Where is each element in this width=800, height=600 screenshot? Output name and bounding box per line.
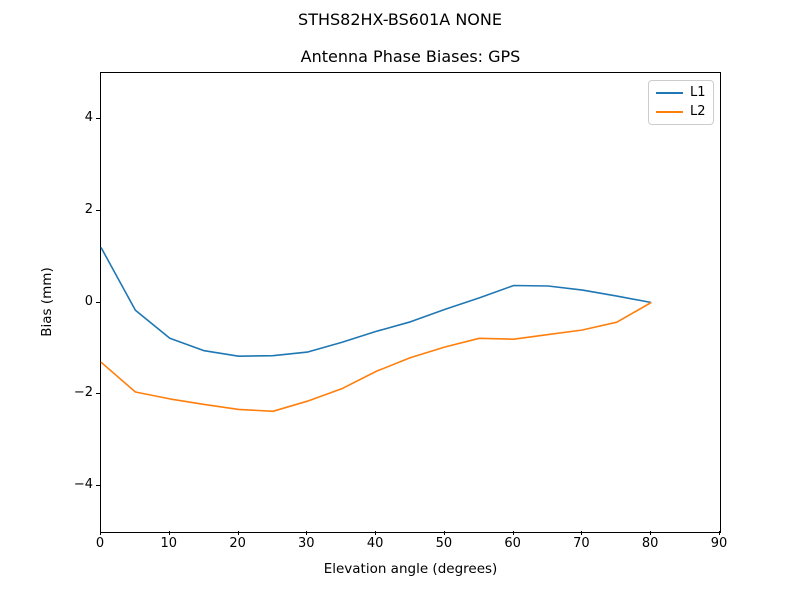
- x-tick-label: 70: [573, 536, 590, 551]
- x-tick-label: 80: [641, 536, 659, 551]
- x-tick-mark: [443, 531, 445, 535]
- x-tick-label: 60: [504, 536, 521, 551]
- x-tick-label: 50: [435, 536, 453, 551]
- series-line-l2: [100, 301, 652, 413]
- y-tick-mark: [96, 301, 100, 303]
- y-tick-label: 4: [84, 109, 93, 125]
- x-tick-mark: [650, 531, 652, 535]
- series-line-l1: [100, 247, 652, 358]
- x-tick-mark: [512, 531, 514, 535]
- x-tick-label: 30: [298, 536, 315, 551]
- x-tick-label: 90: [710, 536, 728, 551]
- legend-item-l1: L1: [656, 85, 706, 100]
- plot-area: [100, 72, 721, 533]
- x-tick-mark: [306, 531, 308, 535]
- y-tick-label: −2: [73, 385, 93, 401]
- y-tick-mark: [96, 393, 100, 395]
- y-tick-label: −4: [73, 477, 93, 493]
- x-tick-mark: [100, 531, 101, 535]
- x-tick-mark: [719, 531, 720, 535]
- y-tick-mark: [96, 117, 100, 119]
- x-tick-mark: [375, 531, 377, 535]
- x-tick-label: 0: [95, 536, 105, 551]
- legend-item-l2: L2: [656, 104, 706, 119]
- y-tick-mark: [96, 209, 100, 211]
- x-tick-label: 40: [366, 536, 384, 551]
- l2-line-swatch: [656, 111, 683, 113]
- y-tick-mark: [96, 485, 100, 487]
- y-tick-label: 0: [84, 293, 93, 309]
- l1-line-swatch: [656, 92, 683, 94]
- x-tick-mark: [581, 531, 583, 535]
- figure-suptitle: STHS82HX-BS601A NONE: [298, 10, 502, 29]
- legend-label-l2: L2: [690, 104, 706, 119]
- chart-title: Antenna Phase Biases: GPS: [300, 47, 521, 66]
- x-tick-label: 20: [229, 536, 246, 551]
- x-axis-label: Elevation angle (degrees): [323, 561, 498, 577]
- legend-label-l1: L1: [690, 85, 706, 100]
- y-axis-label: Bias (mm): [39, 267, 55, 337]
- y-tick-label: 2: [84, 201, 93, 217]
- series-plot: [100, 247, 652, 413]
- x-tick-mark: [237, 531, 239, 535]
- x-tick-label: 10: [160, 536, 178, 551]
- x-tick-mark: [168, 531, 170, 535]
- legend: L1 L2: [648, 80, 714, 125]
